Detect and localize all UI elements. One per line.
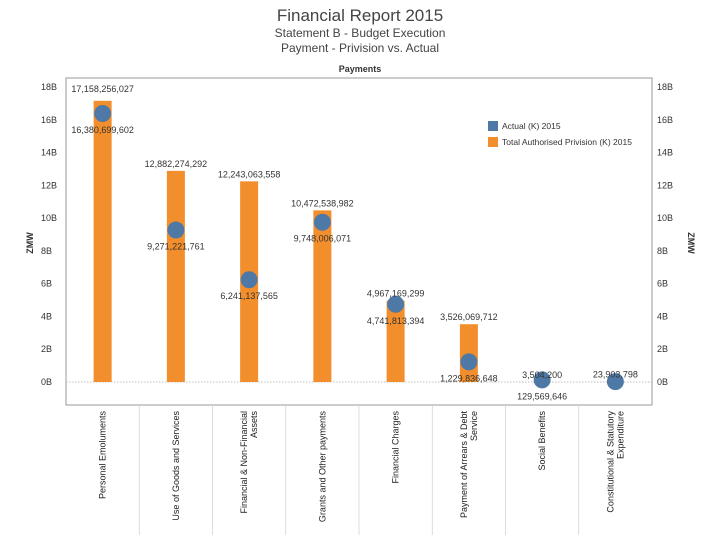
- actual-value-label: 9,271,221,761: [147, 242, 205, 252]
- y-tick-right: 12B: [657, 180, 673, 190]
- report-subtitle-statement: Statement B - Budget Execution: [274, 26, 446, 40]
- provision-value-label: 4,967,169,299: [367, 289, 425, 299]
- actual-value-label: 129,569,646: [517, 391, 567, 401]
- y-tick-left: 14B: [41, 148, 57, 158]
- x-axis-categories: Personal Emoluments Use of Goods and Serv…: [98, 411, 626, 523]
- provision-bar: [93, 100, 112, 382]
- category-label: Personal Emoluments: [98, 411, 108, 500]
- y-tick-right: 14B: [657, 148, 673, 158]
- actual-point: [606, 373, 624, 391]
- actual-point: [533, 371, 551, 389]
- data-labels: 17,158,256,027 12,882,274,292 12,243,063,5…: [71, 84, 638, 402]
- chart-title: Payments: [339, 64, 382, 74]
- legend-swatch-provision: [488, 137, 498, 147]
- chart-frame: [65, 77, 653, 535]
- y-tick-left: 6B: [41, 279, 52, 289]
- category-label-line: Financial & Non-Financial: [239, 411, 249, 514]
- actual-point: [240, 271, 258, 289]
- legend: Actual (K) 2015 Total Authorised Privisi…: [488, 121, 632, 147]
- y-axis-ticks: 0B 0B 2B 2B 4B 4B 6B 6B 8B 8B 10B 10B 12B 12B 14B 14B 16…: [41, 82, 673, 387]
- category-label: Financial & Non-FinancialAssets: [239, 411, 259, 514]
- provision-bar: [313, 210, 332, 382]
- y-tick-right: 18B: [657, 82, 673, 92]
- y-tick-left: 8B: [41, 246, 52, 256]
- y-axis-label-right: ZMW: [686, 232, 696, 254]
- provision-value-label: 12,882,274,292: [145, 159, 208, 169]
- category-label-line: Payment of Arrears & Debt: [459, 411, 469, 519]
- y-tick-left: 12B: [41, 180, 57, 190]
- actual-value-label: 1,229,836,648: [440, 373, 498, 383]
- provision-bar: [166, 170, 185, 382]
- category-label-line: Service: [469, 411, 479, 441]
- y-tick-right: 2B: [657, 344, 668, 354]
- category-label-line: Personal Emoluments: [98, 411, 108, 500]
- actual-point: [387, 295, 405, 313]
- y-tick-right: 16B: [657, 115, 673, 125]
- category-label: Constitutional & StatutoryExpenditure: [605, 411, 625, 513]
- legend-swatch-actual: [488, 121, 498, 131]
- actual-point: [94, 105, 112, 123]
- category-label-line: Use of Goods and Services: [171, 411, 181, 521]
- actual-points: [94, 105, 624, 391]
- y-tick-right: 6B: [657, 279, 668, 289]
- report-subtitle-payment: Payment - Privision vs. Actual: [280, 41, 440, 55]
- category-label-line: Constitutional & Statutory: [605, 411, 615, 513]
- category-label-line: Expenditure: [615, 411, 625, 459]
- y-tick-right: 0B: [657, 377, 668, 387]
- report-title: Financial Report 2015: [276, 6, 444, 25]
- provision-value-label: 3,504,200: [522, 370, 562, 380]
- category-label: Social Benefits: [537, 411, 547, 471]
- actual-point: [313, 213, 331, 231]
- provision-value-label: 3,526,069,712: [440, 312, 498, 322]
- provision-value-label: 17,158,256,027: [71, 84, 134, 94]
- category-label-line: Financial Charges: [391, 411, 401, 484]
- provision-bar: [386, 300, 405, 382]
- category-label: Payment of Arrears & DebtService: [459, 411, 479, 519]
- category-label-line: Assets: [249, 411, 259, 439]
- actual-value-label: 4,741,813,394: [367, 316, 425, 326]
- y-tick-left: 2B: [41, 344, 52, 354]
- legend-label-actual: Actual (K) 2015: [502, 121, 561, 131]
- y-tick-left: 4B: [41, 311, 52, 321]
- actual-value-label: 6,241,137,565: [220, 291, 278, 301]
- category-label-line: Social Benefits: [537, 411, 547, 471]
- y-tick-right: 8B: [657, 246, 668, 256]
- y-tick-left: 16B: [41, 115, 57, 125]
- category-label: Use of Goods and Services: [171, 411, 181, 521]
- y-tick-left: 10B: [41, 213, 57, 223]
- y-tick-right: 10B: [657, 213, 673, 223]
- y-tick-left: 18B: [41, 82, 57, 92]
- actual-point: [460, 353, 478, 371]
- category-label-line: Grants and Other payments: [317, 411, 327, 523]
- actual-value-label: 16,380,699,602: [71, 125, 134, 135]
- provision-value-label: 23,903,798: [593, 370, 638, 380]
- category-label: Financial Charges: [391, 411, 401, 484]
- provision-value-label: 10,472,538,982: [291, 198, 354, 208]
- actual-point: [167, 221, 185, 239]
- category-label: Grants and Other payments: [317, 411, 327, 523]
- provision-value-label: 12,243,063,558: [218, 169, 281, 179]
- legend-label-provision: Total Authorised Privision (K) 2015: [502, 137, 632, 147]
- y-axis-label-left: ZMW: [25, 232, 35, 254]
- actual-value-label: 9,748,006,071: [294, 234, 352, 244]
- y-tick-right: 4B: [657, 311, 668, 321]
- y-tick-left: 0B: [41, 377, 52, 387]
